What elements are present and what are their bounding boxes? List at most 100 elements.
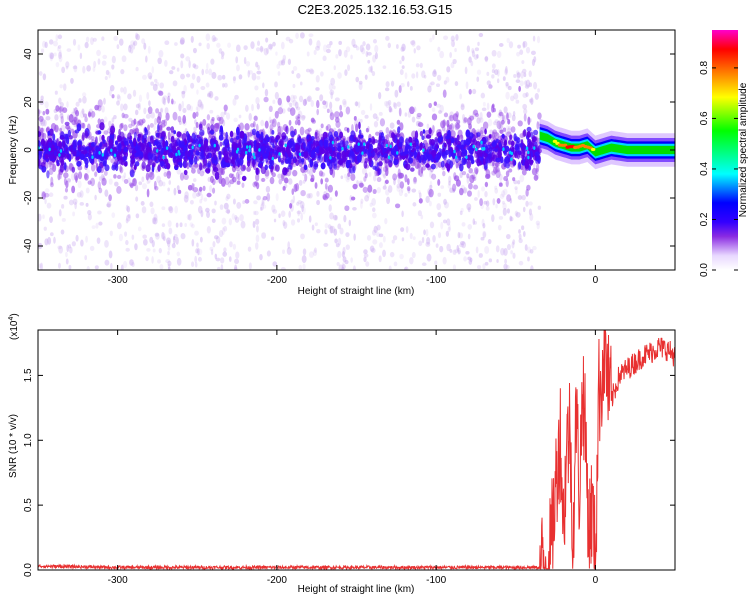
speckle <box>190 35 194 43</box>
speckle <box>395 133 401 138</box>
speckle <box>169 151 174 159</box>
speckle <box>513 74 517 79</box>
speckle <box>195 150 200 156</box>
speckle <box>459 163 464 172</box>
speckle-hot <box>389 144 392 149</box>
speckle <box>529 213 534 222</box>
speckle <box>323 242 329 247</box>
speckle <box>48 192 54 197</box>
speckle <box>476 54 479 59</box>
speckle <box>336 142 341 152</box>
speckle <box>334 111 340 119</box>
speckle <box>60 124 66 133</box>
speckle <box>482 101 486 107</box>
speckle <box>191 261 195 268</box>
speckle <box>159 160 165 167</box>
speckle <box>300 212 304 221</box>
speckle <box>372 54 377 63</box>
speckle <box>290 94 295 103</box>
speckle <box>467 207 471 213</box>
speckle <box>350 257 353 263</box>
speckle <box>223 225 228 232</box>
speckle <box>479 149 483 157</box>
speckle <box>387 42 392 49</box>
speckle-hot <box>191 145 194 150</box>
speckle <box>518 229 521 234</box>
speckle <box>201 155 206 161</box>
speckle <box>467 117 472 126</box>
speckle <box>461 171 467 176</box>
speckle <box>93 60 97 68</box>
speckle <box>334 214 338 221</box>
speckle <box>120 69 125 75</box>
speckle <box>505 233 511 240</box>
speckle <box>440 221 444 230</box>
speckle <box>476 76 480 82</box>
speckle <box>425 241 431 247</box>
speckle <box>168 70 174 75</box>
speckle <box>422 165 426 171</box>
speckle <box>476 117 481 124</box>
speckle <box>291 70 295 75</box>
speckle <box>310 174 315 182</box>
speckle <box>116 222 122 230</box>
speckle <box>122 103 128 111</box>
speckle <box>119 157 123 165</box>
speckle <box>143 107 147 115</box>
speckle <box>241 182 245 188</box>
speckle <box>522 92 528 98</box>
speckle <box>179 222 183 228</box>
speckle <box>180 154 186 159</box>
speckle <box>369 245 375 252</box>
speckle <box>214 96 219 101</box>
speckle <box>91 225 96 229</box>
speckle <box>87 111 92 118</box>
speckle-hot <box>527 155 530 160</box>
speckle <box>318 140 324 148</box>
speckle <box>87 180 92 185</box>
speckle <box>371 70 376 77</box>
speckle <box>232 98 237 106</box>
speckle <box>71 185 76 194</box>
speckle <box>498 43 504 47</box>
speckle <box>431 107 436 112</box>
speckle <box>277 107 284 115</box>
speckle <box>290 219 296 226</box>
speckle <box>266 192 271 202</box>
speckle <box>109 130 114 136</box>
speckle <box>200 193 204 201</box>
speckle <box>455 33 459 41</box>
speckle <box>43 226 47 231</box>
speckle <box>192 186 199 193</box>
speckle <box>225 196 229 202</box>
speckle <box>508 140 512 145</box>
speckle <box>248 70 253 75</box>
speckle <box>167 92 171 98</box>
speckle <box>481 107 487 112</box>
speckle <box>219 204 224 210</box>
speckle <box>505 81 509 87</box>
speckle <box>363 160 368 169</box>
speckle <box>116 134 121 143</box>
speckle <box>389 122 395 129</box>
speckle <box>515 211 521 218</box>
speckle <box>383 173 387 179</box>
speckle <box>311 224 315 231</box>
speckle <box>247 160 251 167</box>
speckle <box>103 170 108 176</box>
speckle <box>126 214 131 222</box>
speckle <box>200 85 206 91</box>
speckle <box>523 113 527 122</box>
speckle <box>507 126 512 131</box>
speckle <box>527 116 531 126</box>
speckle <box>481 218 485 227</box>
speckle <box>311 119 316 124</box>
speckle <box>111 94 115 99</box>
speckle <box>302 248 307 256</box>
speckle <box>120 103 124 112</box>
speckle <box>299 32 305 39</box>
speckle-hot <box>331 140 335 145</box>
speckle <box>385 189 390 196</box>
speckle <box>431 124 435 131</box>
speckle <box>505 156 510 164</box>
